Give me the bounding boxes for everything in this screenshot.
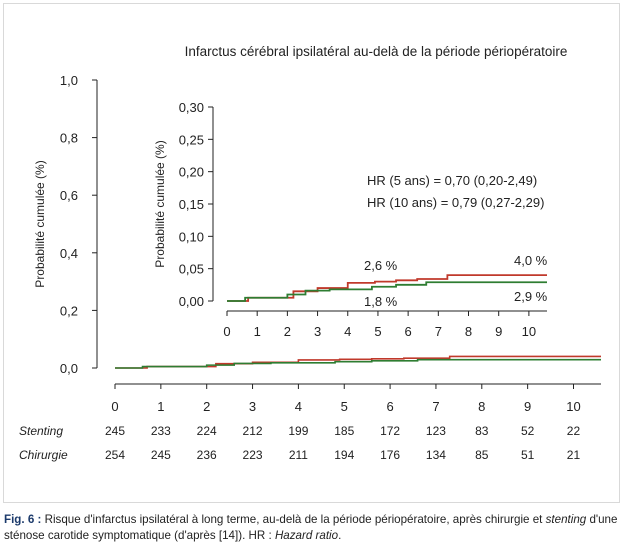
outer-y-tick-label-1: 0,2: [60, 303, 78, 318]
risk-cell-0-4: 199: [288, 424, 308, 438]
figure-caption: Fig. 6 : Risque d'infarctus ipsilatéral …: [4, 512, 621, 544]
risk-cell-0-8: 83: [475, 424, 489, 438]
risk-cell-0-10: 22: [567, 424, 581, 438]
inner-chart-title: Infarctus cérébral ipsilatéral au-delà d…: [185, 44, 568, 59]
caption-stenting: stenting: [545, 513, 587, 526]
inner-y-tick-label-4: 0,20: [179, 165, 204, 180]
inner-annotation-red-5y: 2,6 %: [364, 258, 398, 273]
outer-y-tick-label-2: 0,4: [60, 246, 78, 261]
risk-cell-1-6: 176: [380, 448, 400, 462]
outer-y-tick-label-3: 0,6: [60, 188, 78, 203]
risk-cell-0-6: 172: [380, 424, 400, 438]
kaplan-meier-chart: 0,00,20,40,60,81,00 1 2 3 4 5 6 7 8 9 10Probabilit…: [19, 44, 601, 462]
outer-x-tick-label-10: 10: [566, 399, 580, 414]
inner-y-tick-label-3: 0,15: [179, 197, 204, 212]
caption-text-3: .: [338, 529, 342, 542]
inner-x-tick-label-2: 2: [284, 324, 291, 339]
outer-x-tick-label-3: 3: [249, 399, 256, 414]
inner-x-tick-label-5: 5: [374, 324, 381, 339]
outer-y-tick-label-4: 0,8: [60, 131, 78, 146]
inner-annotation-red-10y: 4,0 %: [514, 253, 548, 268]
inner-annotation-green-10y: 2,9 %: [514, 289, 548, 304]
outer-x-tick-label-7: 7: [432, 399, 439, 414]
outer-x-tick-label-6: 6: [386, 399, 393, 414]
outer-y-tick-label-5: 1,0: [60, 73, 78, 88]
outer-x-tick-label-9: 9: [524, 399, 531, 414]
risk-cell-1-2: 236: [197, 448, 217, 462]
caption-figure-label: Fig. 6 :: [4, 513, 42, 526]
inner-x-tick-label-9: 9: [495, 324, 502, 339]
risk-cell-1-1: 245: [151, 448, 171, 462]
risk-cell-0-1: 233: [151, 424, 171, 438]
inner-annotation-hr10: HR (10 ans) = 0,79 (0,27-2,29): [367, 195, 544, 210]
outer-series-line-1: [115, 358, 601, 369]
risk-cell-1-5: 194: [334, 448, 354, 462]
risk-cell-0-5: 185: [334, 424, 354, 438]
inner-x-tick-label-6: 6: [405, 324, 412, 339]
outer-x-tick-label-8: 8: [478, 399, 485, 414]
caption-hazard-ratio: Hazard ratio: [274, 529, 339, 542]
outer-y-tick-label-0: 0,0: [60, 361, 78, 376]
outer-x-tick-label-0: 0: [111, 399, 118, 414]
inner-x-tick-label-8: 8: [465, 324, 472, 339]
risk-cell-1-4: 211: [289, 448, 308, 462]
inner-x-tick-label-1: 1: [254, 324, 261, 339]
risk-cell-0-2: 224: [197, 424, 217, 438]
outer-x-tick-label-5: 5: [341, 399, 348, 414]
risk-cell-0-7: 123: [426, 424, 446, 438]
outer-y-axis-label: Probabilité cumulée (%): [33, 160, 47, 287]
inner-annotation-hr5: HR (5 ans) = 0,70 (0,20-2,49): [367, 173, 537, 188]
outer-x-tick-label-2: 2: [203, 399, 210, 414]
risk-row-label-1: Chirurgie: [19, 448, 68, 462]
risk-row-label-0: Stenting: [19, 424, 63, 438]
inner-y-tick-label-2: 0,10: [179, 229, 204, 244]
risk-cell-1-9: 51: [521, 448, 535, 462]
risk-cell-1-0: 254: [105, 448, 125, 462]
risk-cell-0-0: 245: [105, 424, 125, 438]
caption-text-1: Risque d'infarctus ipsilatéral à long te…: [41, 513, 546, 526]
inner-y-axis-label: Probabilité cumulée (%): [153, 140, 167, 267]
inner-annotation-green-5y: 1,8 %: [364, 294, 398, 309]
risk-cell-1-7: 134: [426, 448, 446, 462]
inner-x-tick-label-0: 0: [223, 324, 230, 339]
caption-text-2: d'une sténose carotide symptomatique (d'…: [4, 513, 618, 542]
outer-x-tick-label-1: 1: [157, 399, 164, 414]
risk-cell-1-8: 85: [475, 448, 489, 462]
inner-y-tick-label-5: 0,25: [179, 132, 204, 147]
risk-cell-0-3: 212: [243, 424, 263, 438]
inner-y-tick-label-6: 0,30: [179, 100, 204, 115]
risk-cell-0-9: 52: [521, 424, 535, 438]
outer-x-tick-label-4: 4: [295, 399, 302, 414]
inner-x-tick-label-4: 4: [344, 324, 351, 339]
inner-x-tick-label-3: 3: [314, 324, 321, 339]
risk-cell-1-10: 21: [567, 448, 581, 462]
inner-series-line-1: [227, 281, 547, 302]
inner-y-tick-label-1: 0,05: [179, 262, 204, 277]
inner-y-tick-label-0: 0,00: [179, 294, 204, 309]
inner-x-tick-label-7: 7: [435, 324, 442, 339]
inner-x-tick-label-10: 10: [522, 324, 536, 339]
risk-cell-1-3: 223: [243, 448, 263, 462]
figure-frame: 0,0 0,2 0,4 0,6 0,8 1,0 0 1 2 3 4 5 6 7 8 9 10 Probabilit…: [3, 3, 620, 503]
